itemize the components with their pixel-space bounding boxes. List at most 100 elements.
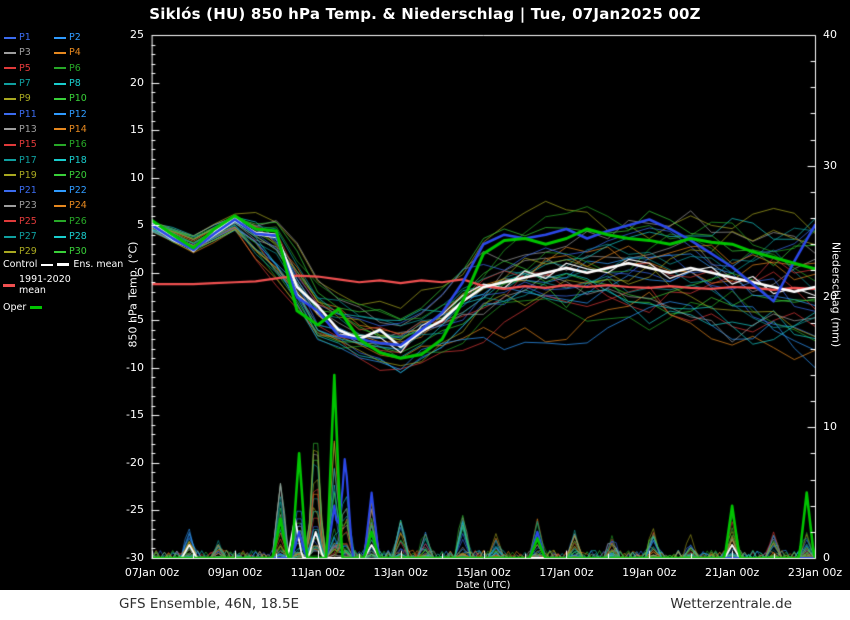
legend-line-swatch (54, 36, 66, 39)
legend-member-label: P22 (69, 185, 87, 197)
legend-line-swatch (4, 159, 16, 162)
legend-line-swatch (4, 220, 16, 223)
legend-member-p24: P24 (54, 198, 104, 213)
y-left-axis-label: 850 hPa Temp. (°C) (126, 241, 140, 348)
legend-member-p22: P22 (54, 183, 104, 198)
legend-control-ensmean: Control Ens. mean (3, 259, 123, 270)
x-tick-12: 19Jan 00z (622, 566, 677, 579)
legend-member-label: P10 (69, 93, 87, 105)
y-left-tick--30: -30 (126, 551, 144, 564)
legend-line-swatch (54, 67, 66, 70)
legend-line-swatch (54, 174, 66, 177)
legend-line-swatch (4, 82, 16, 85)
legend-member-label: P1 (19, 32, 31, 44)
legend-line-swatch (4, 189, 16, 192)
legend-member-label: P13 (19, 123, 37, 135)
y-left-tick-25: 25 (130, 28, 144, 41)
legend-member-label: P24 (69, 200, 87, 212)
legend-member-label: P12 (69, 108, 87, 120)
legend-member-label: P14 (69, 123, 87, 135)
legend-line-swatch (3, 284, 15, 288)
legend-line-swatch (4, 51, 16, 54)
y-left-tick-0: 0 (137, 265, 144, 279)
legend-member-label: P5 (19, 62, 31, 74)
y-left-tick-15: 15 (130, 123, 144, 137)
x-tick-14: 21Jan 00z (705, 566, 760, 579)
legend-line-swatch (54, 204, 66, 207)
legend-member-label: P25 (19, 215, 37, 227)
legend-member-p16: P16 (54, 137, 104, 152)
legend-label: 1991-2020 mean (19, 274, 71, 296)
legend-member-p29: P29 (4, 244, 54, 259)
y-right-tick-30: 30 (823, 158, 837, 172)
legend-member-p14: P14 (54, 122, 104, 137)
legend-line-swatch (4, 67, 16, 70)
legend-member-label: P8 (69, 78, 81, 90)
legend-line-swatch (4, 204, 16, 207)
y-right-tick-10: 10 (823, 420, 837, 434)
legend-line-swatch (41, 263, 54, 266)
legend-member-p28: P28 (54, 229, 104, 244)
legend-member-p3: P3 (4, 45, 54, 60)
legend-line-swatch (4, 36, 16, 39)
x-tick-4: 11Jan 00z (290, 566, 345, 579)
legend-member-label: P2 (69, 32, 81, 44)
y-right-tick-40: 40 (823, 28, 837, 41)
legend-member-label: P17 (19, 154, 37, 166)
legend-member-label: P9 (19, 93, 31, 105)
footer-model-info: GFS Ensemble, 46N, 18.5E (119, 596, 300, 612)
legend-member-p17: P17 (4, 152, 54, 167)
legend-line-swatch (54, 143, 66, 146)
legend-line-swatch (4, 250, 16, 253)
y-left-tick--5: -5 (133, 313, 144, 327)
legend-line-swatch (54, 97, 66, 100)
legend-member-p10: P10 (54, 91, 104, 106)
y-left-tick--25: -25 (126, 503, 144, 517)
legend-member-p23: P23 (4, 198, 54, 213)
legend-member-p30: P30 (54, 244, 104, 259)
legend-label: Oper (3, 301, 27, 313)
legend-line-swatch (57, 263, 70, 266)
legend-line-swatch (54, 82, 66, 85)
legend-member-label: P28 (69, 231, 87, 242)
legend-member-label: P27 (19, 231, 37, 242)
legend-member-label: P11 (19, 108, 37, 120)
legend-specials: Control Ens. mean 1991-2020 mean Oper (3, 259, 123, 318)
y-left-tick-10: 10 (130, 170, 144, 184)
legend-member-p13: P13 (4, 122, 54, 137)
legend-member-label: P23 (19, 200, 37, 212)
legend-member-p25: P25 (4, 214, 54, 229)
legend-member-label: P4 (69, 47, 81, 59)
legend-member-label: P6 (69, 62, 81, 74)
legend-member-p21: P21 (4, 183, 54, 198)
legend-line-swatch (54, 51, 66, 54)
x-tick-6: 13Jan 00z (373, 566, 428, 579)
legend-member-label: P3 (19, 47, 31, 59)
legend-line-swatch (4, 97, 16, 100)
x-tick-2: 09Jan 00z (207, 566, 262, 579)
legend-member-p7: P7 (4, 76, 54, 91)
legend-line-swatch (54, 189, 66, 192)
y-right-axis-label: Niederschlag (mm) (829, 241, 843, 348)
legend-member-p26: P26 (54, 214, 104, 229)
legend-line-swatch (54, 235, 66, 238)
legend-member-p27: P27 (4, 229, 54, 244)
legend-oper: Oper (3, 302, 123, 313)
legend-line-swatch (4, 143, 16, 146)
legend-member-p18: P18 (54, 152, 104, 167)
legend-label: Ens. mean (73, 259, 124, 270)
legend-member-p9: P9 (4, 91, 54, 106)
legend-member-p19: P19 (4, 168, 54, 183)
legend-line-swatch (4, 174, 16, 177)
legend-member-p15: P15 (4, 137, 54, 152)
legend-member-label: P7 (19, 78, 31, 90)
x-axis-label: Date (UTC) (455, 580, 511, 591)
legend-member-p2: P2 (54, 30, 104, 45)
x-tick-0: 07Jan 00z (124, 566, 180, 579)
y-right-tick-0: 0 (823, 551, 830, 564)
legend-line-swatch (4, 235, 16, 238)
legend-member-p1: P1 (4, 30, 54, 45)
legend-climate-mean: 1991-2020 mean (3, 274, 123, 297)
